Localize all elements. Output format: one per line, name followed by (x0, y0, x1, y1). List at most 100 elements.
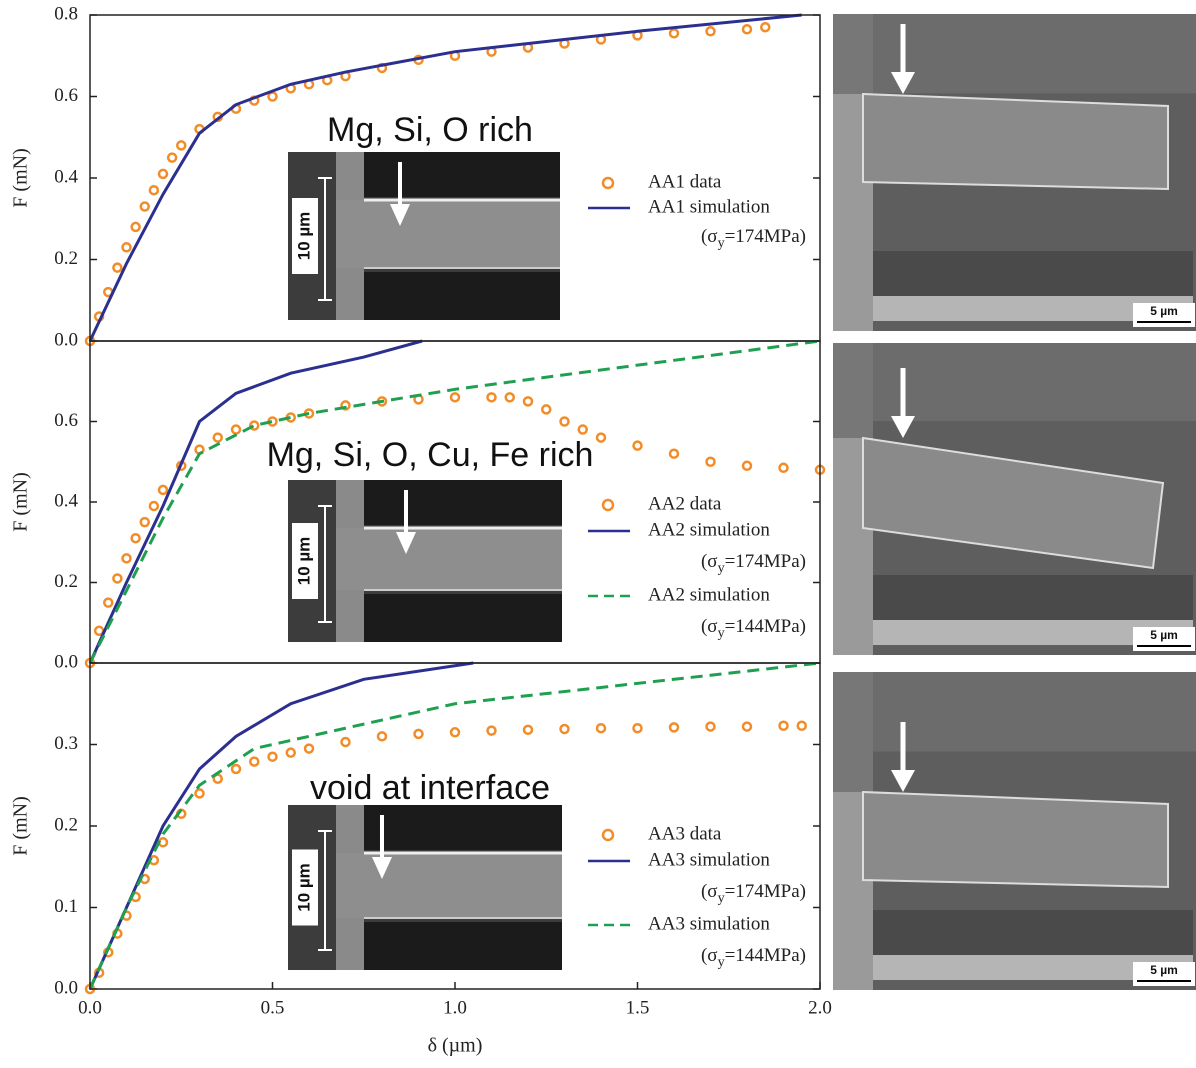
data-point (524, 726, 532, 734)
legend-note-part: =144MPa) (725, 616, 806, 637)
inset-scale-label: 10 µm (294, 537, 313, 586)
data-point (168, 154, 176, 162)
y-tick-label: 0.0 (54, 651, 78, 672)
legend-label: AA3 simulation (648, 913, 770, 934)
data-point (132, 223, 140, 231)
sem-top (873, 14, 1196, 93)
data-point (214, 434, 222, 442)
data-point (634, 724, 642, 732)
inset-dark-bottom (363, 272, 560, 320)
legend-note: (σy=144MPa) (701, 616, 806, 641)
legend-note-part: =174MPa) (725, 881, 806, 902)
figure: 10 µm 5 µm Mg, Si, O rich 0.0 0.2 0.4 0.6 0.8 F … (0, 0, 1196, 1063)
data-point (159, 486, 167, 494)
data-point (150, 502, 158, 510)
data-point (305, 745, 313, 753)
legend-note-part: (σ (701, 945, 718, 966)
legend-note-part: y (718, 955, 725, 970)
data-point (707, 27, 715, 35)
data-point (123, 243, 131, 251)
data-point (232, 426, 240, 434)
y-tick-label: 0.1 (54, 896, 78, 917)
sem-top (873, 672, 1196, 752)
sem-beam (863, 792, 1168, 887)
legend-note-part: =174MPa) (725, 226, 806, 247)
inset-micrograph: 10 µm (288, 152, 560, 320)
sem-micrograph: 5 µm (833, 14, 1196, 331)
data-point (798, 722, 806, 730)
data-point (269, 753, 277, 761)
legend-note: (σy=144MPa) (701, 945, 806, 970)
data-point (743, 723, 751, 731)
y-tick-label: 0.8 (54, 3, 78, 24)
data-point (743, 25, 751, 33)
legend-label: AA3 data (648, 823, 722, 844)
data-point (761, 23, 769, 31)
data-point (506, 393, 514, 401)
legend-marker (603, 500, 613, 510)
data-point (780, 722, 788, 730)
sem-scale-label: 5 µm (1150, 628, 1178, 642)
x-axis-label: δ (µm) (428, 1035, 483, 1057)
data-point (670, 29, 678, 37)
data-point (177, 141, 185, 149)
legend-note-part: =174MPa) (725, 551, 806, 572)
y-tick-label: 0.4 (54, 166, 78, 187)
data-point (287, 749, 295, 757)
data-point (670, 450, 678, 458)
data-point (196, 789, 204, 797)
inset-title: Mg, Si, O rich (327, 111, 533, 149)
inset-beam (336, 200, 560, 268)
data-point (561, 725, 569, 733)
sem-scale-label: 5 µm (1150, 304, 1178, 318)
data-point (707, 723, 715, 731)
legend-note-part: y (718, 561, 725, 576)
sem-top (873, 343, 1196, 421)
y-tick-label: 0.0 (54, 977, 78, 998)
inset-beam (336, 528, 562, 590)
inset-title: Mg, Si, O, Cu, Fe rich (267, 436, 594, 474)
data-point (524, 397, 532, 405)
data-point (378, 732, 386, 740)
inset-dark-top (363, 805, 562, 850)
legend-note-part: y (718, 236, 725, 251)
data-point (141, 518, 149, 526)
y-axis-label: F (mN) (10, 796, 32, 855)
data-point (542, 405, 550, 413)
data-point (150, 186, 158, 194)
sem-scale-label: 5 µm (1150, 963, 1178, 977)
legend-note: (σy=174MPa) (701, 226, 806, 251)
y-tick-label: 0.6 (54, 85, 78, 106)
inset-beam (336, 853, 562, 918)
sem-micrograph: 5 µm (833, 343, 1196, 655)
legend-label: AA2 simulation (648, 519, 770, 540)
legend-label: AA1 simulation (648, 196, 770, 217)
legend-marker (603, 830, 613, 840)
legend-label: AA2 simulation (648, 584, 770, 605)
legend-note-part: (σ (701, 551, 718, 572)
sem-micrograph: 5 µm (833, 672, 1196, 990)
data-point (451, 393, 459, 401)
legend-note-part: (σ (701, 226, 718, 247)
data-point (743, 462, 751, 470)
legend-note: (σy=174MPa) (701, 881, 806, 906)
y-tick-label: 0.2 (54, 248, 78, 269)
legend-label: AA1 data (648, 171, 722, 192)
inset-micrograph: 10 µm (288, 480, 562, 642)
data-point (707, 458, 715, 466)
y-tick-label: 0.0 (54, 329, 78, 350)
y-tick-label: 0.3 (54, 733, 78, 754)
data-point (113, 574, 121, 582)
y-axis-label: F (mN) (10, 148, 32, 207)
data-point (670, 723, 678, 731)
y-tick-label: 0.2 (54, 571, 78, 592)
data-point (780, 464, 788, 472)
data-point (597, 724, 605, 732)
x-tick-label: 1.0 (443, 997, 467, 1018)
data-point (232, 765, 240, 773)
data-point (132, 534, 140, 542)
legend-note: (σy=174MPa) (701, 551, 806, 576)
legend-note-part: y (718, 626, 725, 641)
legend-note-part: =144MPa) (725, 945, 806, 966)
inset-title: void at interface (310, 769, 550, 807)
